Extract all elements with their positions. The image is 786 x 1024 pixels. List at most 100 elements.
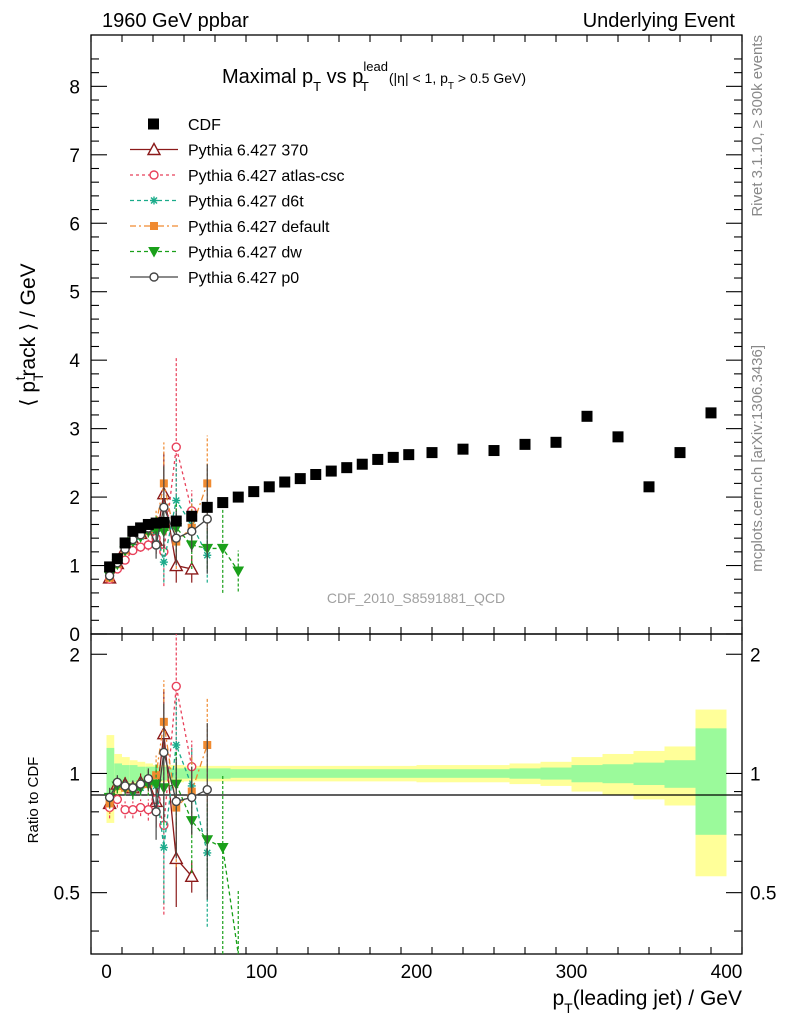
ratio-point [184,868,199,882]
ratio-point [120,804,130,815]
legend: CDF Pythia 6.427 370 Pythia 6.427 atlas-cs… [130,117,345,287]
cdf-point [142,518,154,530]
legend-marker [146,142,162,156]
cdf-point [488,445,500,457]
marker-stroke [160,558,168,566]
x-tick-label: 100 [246,962,278,983]
x-tick-label: 300 [556,962,588,983]
cdf-point [135,522,147,534]
mcplots-label: mcplots.cern.ch [arXiv:1306.3436] [749,345,766,572]
legend-marker [149,170,159,180]
cdf-point [127,525,139,537]
cdf-point [643,481,655,493]
ratio-point [143,804,154,815]
band-inner-bin [323,769,339,778]
cdf-point [158,516,170,528]
legend-marker [150,222,158,230]
ratio-tick-label-right: 0.5 [750,884,776,905]
legend-entry: Pythia 6.427 370 [130,142,308,160]
y-tick-label: 5 [69,283,80,304]
x-tick-label: 0 [101,962,112,983]
cdf-point [150,517,162,529]
cdf-point [550,436,562,448]
ylabel-sup: t [12,376,28,380]
cdf-point [119,537,131,549]
y-tick-label: 6 [69,214,80,235]
legend-label: Pythia 6.427 atlas-csc [188,168,345,185]
title-sub2: T [361,79,369,94]
cdf-point [581,410,593,422]
band-inner-bin [370,769,386,778]
title-vs: vs p [321,66,363,88]
legend-label: Pythia 6.427 dw [188,245,302,262]
band-inner-bin [354,769,370,778]
cdf-point [201,501,213,513]
legend-label: Pythia 6.427 p0 [188,270,299,287]
data-point [232,566,245,578]
band-inner-bin [664,760,696,788]
band-inner-bin [339,769,355,778]
cdf-point [186,510,198,522]
legend-entry: Pythia 6.427 d6t [130,194,304,211]
marker-stroke [172,497,180,505]
cdf-point [170,515,182,527]
data-point [143,540,154,550]
cdf-point [674,447,686,459]
xlabel-p: p [552,987,564,1010]
legend-label: CDF [188,117,221,134]
band-inner-bin [129,765,138,783]
band-inner-bin [145,766,153,781]
ratio-point [135,779,146,789]
ratio-point [159,843,168,852]
data-point [171,533,181,543]
ratio-tick-label-right: 2 [750,645,761,666]
band-inner-bin [246,769,262,778]
band-inner-bin [401,769,417,778]
band-inner-bin [416,769,448,778]
cdf-point [325,465,337,477]
marker-stroke [172,741,180,749]
x-axis-label: pT(leading jet) / GeV [552,987,742,1016]
legend-entry: CDF [148,117,221,134]
y-axis-label: ⟨ pTtrack ⟩ / GeV [12,263,46,406]
title-sub3: T [448,81,454,92]
data-point [159,558,168,567]
ratio-point [159,747,169,758]
marker-stroke [150,197,158,204]
axis-ticks [90,35,743,954]
ratio-point [104,792,115,803]
x-tick-label: 400 [711,962,743,983]
analysis-id: CDF_2010_S8591881_QCD [327,590,505,606]
data-point [159,502,169,513]
ratio-point [128,783,138,793]
x-tick-label: 200 [401,962,433,983]
ratio-point [216,843,229,854]
data-point [172,496,181,505]
title-cut2: > 0.5 GeV) [454,70,526,86]
ylabel-rest: rack ⟩ / GeV [17,263,40,376]
series-pythia-6-427-atlas-csc [104,358,197,587]
cdf-point [457,443,469,455]
data-point [202,514,212,524]
ratio-point [143,773,154,784]
title-sub1: T [313,79,321,94]
ratio-point [150,779,162,791]
cdf-point [310,468,322,480]
cdf-point [426,447,438,459]
legend-marker [148,118,159,130]
ratio-tick-label-left: 2 [69,645,80,666]
tick-labels: 0 100 200 300 400 0 1 2 3 4 5 6 7 8 0.5 0.5 1 1 2 2 [54,77,777,983]
y-tick-label: 4 [69,351,80,372]
ratio-point [171,681,181,691]
band-inner-bin [160,766,169,781]
band-inner-bin [478,769,510,778]
xlabel-sub: T [564,1000,573,1016]
ratio-series-pythia-6-427-p0 [104,703,212,900]
band-inner-bin [261,769,277,778]
y-tick-label: 2 [69,488,80,509]
data-point [216,543,229,555]
marker-stroke [160,844,168,852]
cdf-point [263,481,275,493]
title-cut1: (|η| < 1, p [389,70,448,86]
